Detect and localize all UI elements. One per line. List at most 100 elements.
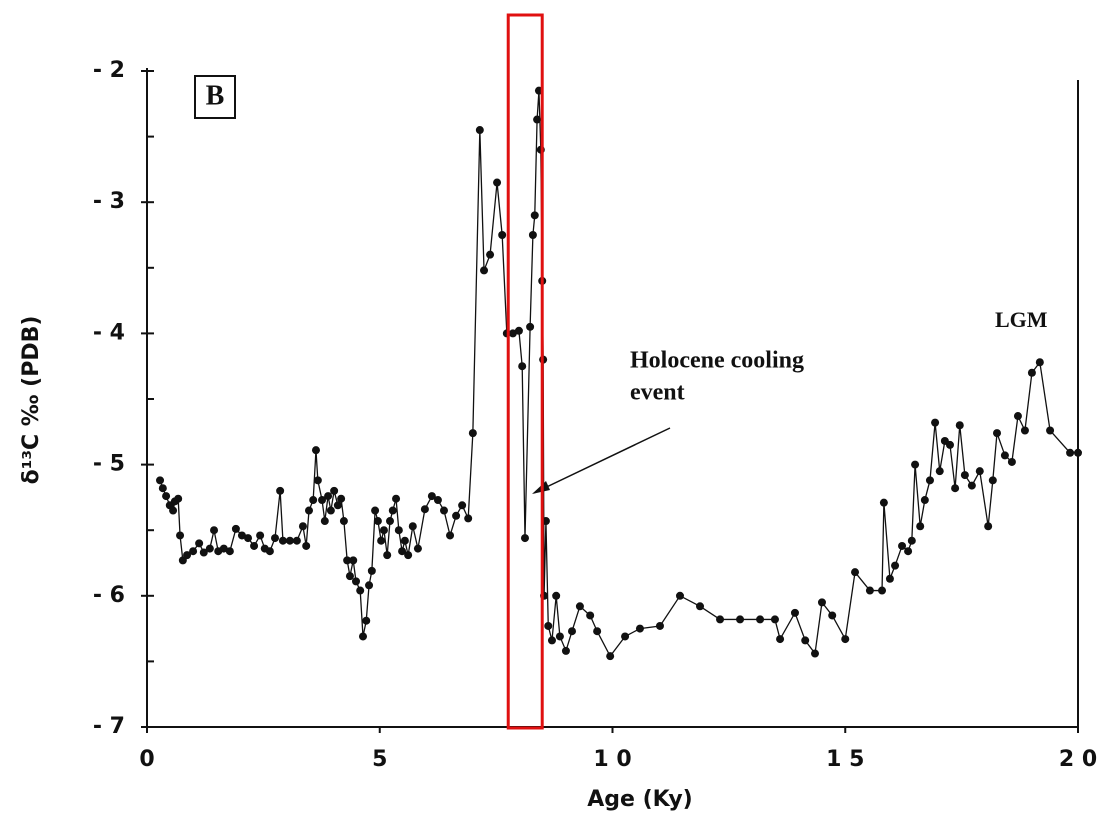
data-point bbox=[292, 536, 301, 545]
data-point bbox=[320, 517, 329, 526]
data-point bbox=[333, 501, 342, 510]
data-point bbox=[408, 522, 417, 531]
data-point bbox=[955, 421, 964, 430]
panel-box bbox=[194, 75, 236, 119]
y-tick-label: - 4 bbox=[93, 320, 125, 345]
data-point bbox=[514, 326, 523, 335]
data-point bbox=[324, 492, 333, 501]
data-point bbox=[878, 586, 887, 595]
data-point bbox=[776, 635, 785, 644]
data-point bbox=[388, 506, 397, 515]
data-point bbox=[907, 536, 916, 545]
data-point bbox=[433, 496, 442, 505]
data-point bbox=[716, 615, 725, 624]
data-point bbox=[801, 636, 810, 645]
data-point bbox=[250, 541, 259, 550]
data-point bbox=[379, 526, 388, 535]
data-point bbox=[404, 551, 413, 560]
data-point bbox=[304, 506, 313, 515]
data-point bbox=[439, 506, 448, 515]
data-point bbox=[383, 551, 392, 560]
data-point bbox=[356, 586, 365, 595]
data-point bbox=[790, 608, 799, 617]
data-point bbox=[352, 577, 361, 586]
data-point bbox=[935, 467, 944, 476]
data-point bbox=[394, 526, 403, 535]
data-point bbox=[427, 492, 436, 501]
data-point bbox=[533, 115, 542, 124]
data-point bbox=[468, 429, 477, 438]
data-point bbox=[309, 496, 318, 505]
data-point bbox=[343, 556, 352, 565]
data-point bbox=[541, 517, 550, 526]
data-point bbox=[231, 524, 240, 533]
data-point bbox=[176, 531, 185, 540]
data-point bbox=[945, 440, 954, 449]
data-point bbox=[219, 544, 228, 553]
x-tick-label: 1 0 bbox=[593, 747, 631, 772]
data-point bbox=[498, 231, 507, 239]
data-point bbox=[1074, 448, 1082, 457]
data-point bbox=[493, 178, 502, 187]
data-point bbox=[575, 602, 584, 611]
annotation: LGM bbox=[995, 307, 1048, 332]
data-line bbox=[159, 90, 1078, 658]
data-point bbox=[817, 598, 826, 607]
data-point bbox=[593, 627, 602, 636]
data-point bbox=[337, 494, 346, 503]
data-point bbox=[904, 547, 913, 556]
data-point bbox=[851, 568, 860, 577]
data-point bbox=[621, 632, 630, 641]
data-point bbox=[371, 506, 380, 515]
data-point bbox=[420, 505, 429, 514]
data-point bbox=[526, 322, 535, 331]
data-point bbox=[898, 541, 907, 550]
data-point bbox=[446, 531, 455, 540]
data-point bbox=[349, 556, 358, 565]
data-point bbox=[302, 541, 311, 550]
data-point bbox=[520, 534, 529, 543]
x-tick-label: 1 5 bbox=[826, 747, 864, 772]
data-point bbox=[205, 544, 214, 553]
data-point bbox=[183, 551, 192, 560]
y-tick-label: - 3 bbox=[93, 189, 125, 214]
data-point bbox=[916, 522, 925, 531]
data-point bbox=[736, 615, 745, 624]
data-point bbox=[544, 621, 553, 630]
data-point bbox=[345, 572, 354, 581]
annotation: event bbox=[630, 380, 685, 406]
data-point bbox=[318, 496, 327, 505]
data-point bbox=[158, 484, 167, 493]
data-point bbox=[518, 362, 527, 371]
data-point bbox=[552, 591, 561, 600]
data-point bbox=[313, 476, 322, 485]
data-point bbox=[984, 522, 993, 531]
data-point bbox=[373, 517, 382, 526]
data-point bbox=[392, 494, 401, 503]
data-point bbox=[988, 476, 997, 485]
data-point bbox=[385, 517, 394, 526]
data-point bbox=[367, 566, 376, 575]
y-tick-label: - 7 bbox=[93, 714, 125, 739]
y-tick-label: - 2 bbox=[93, 58, 125, 83]
data-point bbox=[828, 611, 837, 620]
data-point bbox=[195, 539, 204, 548]
data-point bbox=[339, 517, 348, 526]
data-point bbox=[237, 531, 246, 540]
data-point bbox=[547, 636, 556, 645]
data-point bbox=[276, 486, 285, 495]
data-point bbox=[298, 522, 307, 531]
data-point bbox=[1027, 368, 1036, 377]
data-point bbox=[365, 581, 374, 590]
data-point bbox=[931, 418, 940, 427]
x-tick-label: 2 0 bbox=[1059, 747, 1097, 772]
data-point bbox=[486, 250, 495, 259]
data-point bbox=[398, 547, 407, 556]
data-point bbox=[189, 547, 198, 556]
panel-label: B bbox=[206, 80, 225, 111]
data-point bbox=[530, 211, 539, 220]
data-point bbox=[475, 126, 484, 135]
annotation: Holocene cooling bbox=[630, 348, 804, 374]
data-point bbox=[1007, 457, 1016, 466]
